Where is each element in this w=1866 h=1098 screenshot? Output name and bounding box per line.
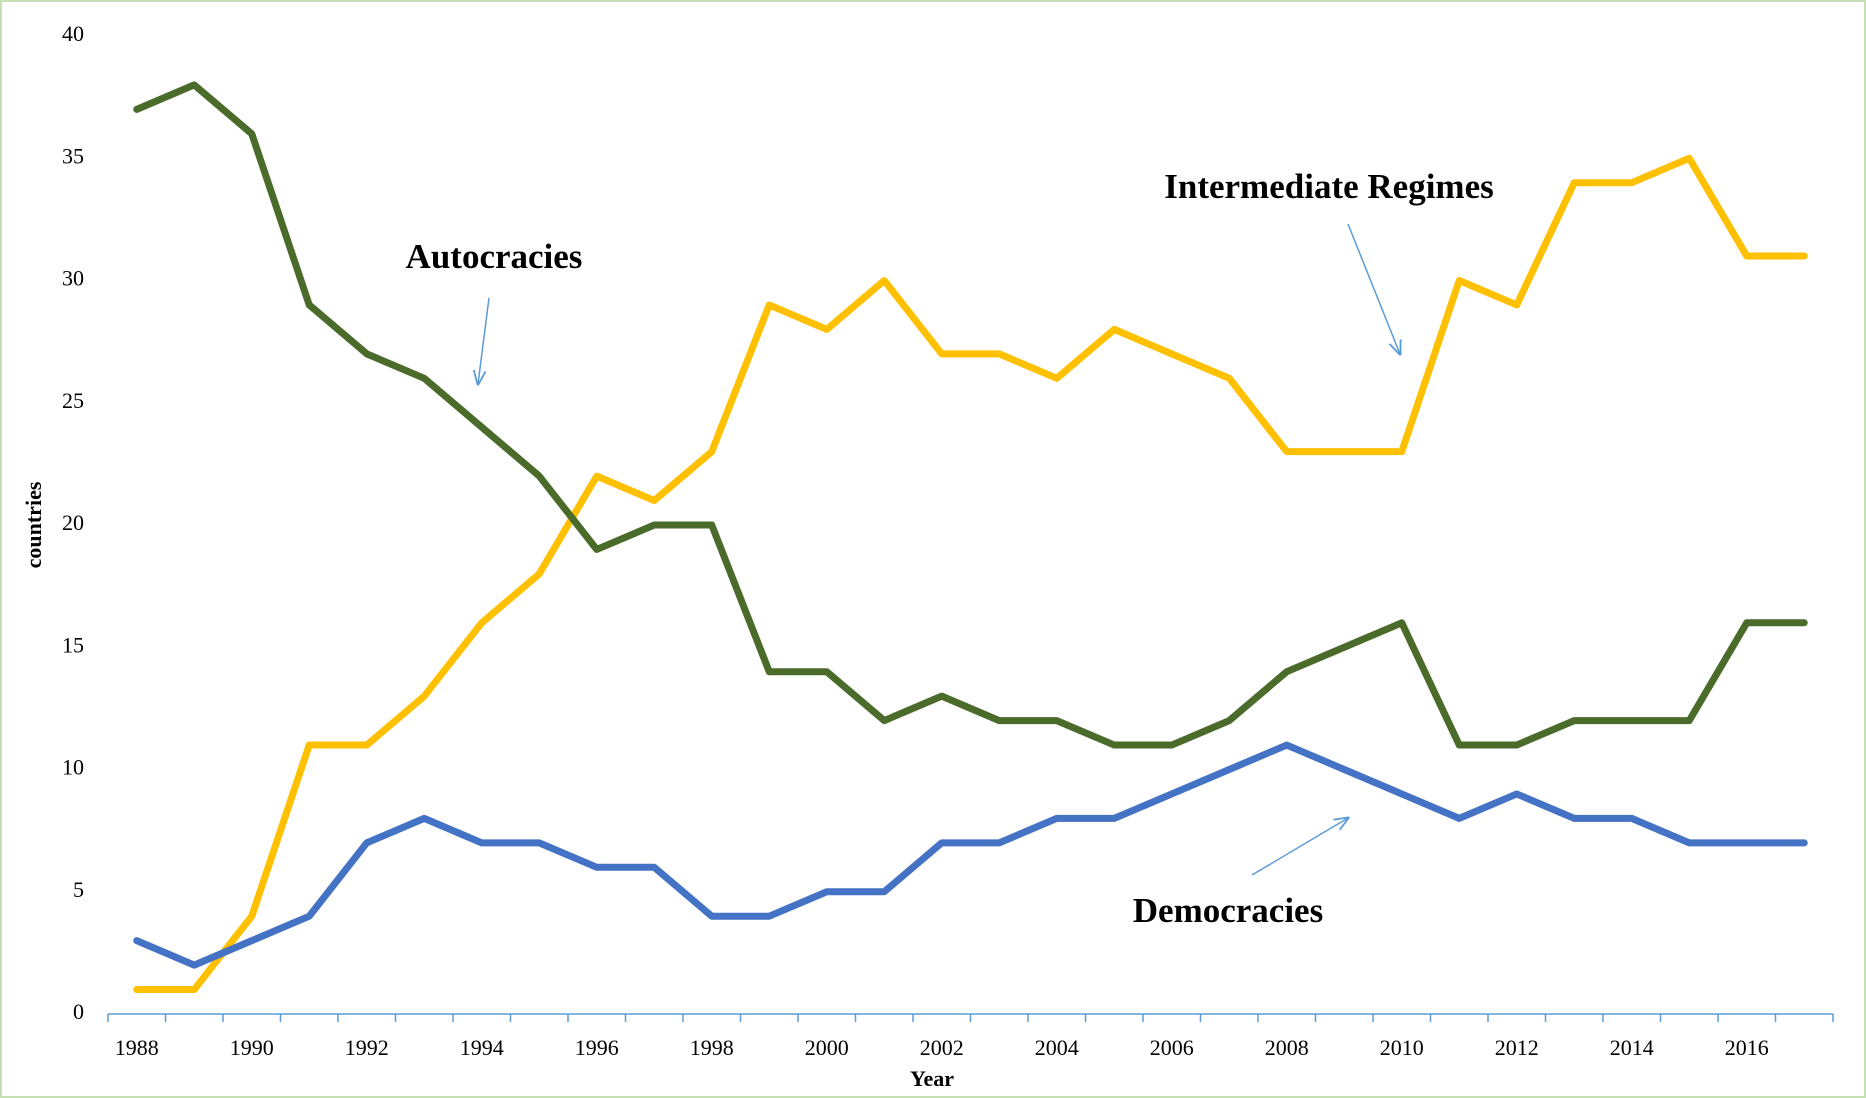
y-tick-label: 20 xyxy=(62,510,84,535)
series-line xyxy=(133,81,1808,749)
y-tick-label: 40 xyxy=(62,21,84,46)
x-tick-label: 2010 xyxy=(1380,1035,1424,1060)
annotation: Democracies xyxy=(1133,891,1323,930)
x-tick-label: 2002 xyxy=(920,1035,964,1060)
y-tick-label: 10 xyxy=(62,755,84,780)
x-tick-label: 2000 xyxy=(805,1035,849,1060)
x-tick-label: 2008 xyxy=(1265,1035,1309,1060)
x-tick-label: 1996 xyxy=(575,1035,619,1060)
x-tick-label: 2004 xyxy=(1035,1035,1079,1060)
y-tick-label: 0 xyxy=(73,999,84,1024)
y-tick-label: 35 xyxy=(62,143,84,168)
x-tick-label: 1994 xyxy=(460,1035,504,1060)
x-axis-label: Year xyxy=(910,1066,954,1091)
y-tick-label: 25 xyxy=(62,388,84,413)
x-tick-label: 2006 xyxy=(1150,1035,1194,1060)
x-tick-label: 2016 xyxy=(1725,1035,1769,1060)
series-line xyxy=(133,154,1808,994)
y-axis-label: countries xyxy=(21,481,46,568)
x-tick-label: 2014 xyxy=(1610,1035,1654,1060)
x-tick-label: 2012 xyxy=(1495,1035,1539,1060)
x-tick-label: 1988 xyxy=(115,1035,159,1060)
x-tick-label: 1990 xyxy=(230,1035,274,1060)
y-tick-label: 30 xyxy=(62,266,84,291)
y-tick-label: 5 xyxy=(73,877,84,902)
series-line xyxy=(133,741,1808,969)
annotation: Intermediate Regimes xyxy=(1164,167,1493,206)
arrow xyxy=(1251,818,1348,876)
y-tick-label: 15 xyxy=(62,632,84,657)
arrow xyxy=(1347,223,1400,354)
annotation: Autocracies xyxy=(406,237,583,276)
x-tick-label: 1998 xyxy=(690,1035,734,1060)
arrow xyxy=(478,297,490,384)
x-tick-label: 1992 xyxy=(345,1035,389,1060)
